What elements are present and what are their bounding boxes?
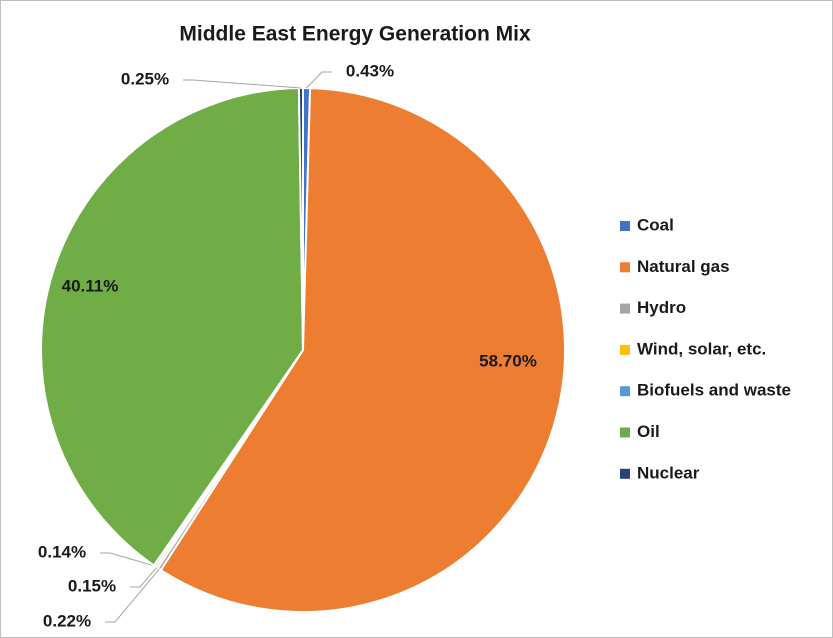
leader-line — [130, 567, 158, 588]
pie-slice — [159, 87, 566, 613]
legend-swatch — [620, 262, 630, 273]
legend-swatch — [620, 221, 630, 231]
legend-label: Nuclear — [637, 463, 700, 482]
legend-swatch — [620, 427, 630, 438]
legend-swatch — [620, 303, 630, 314]
data-label: 40.11% — [62, 276, 119, 295]
legend-swatch — [620, 344, 630, 355]
leader-line — [105, 568, 160, 623]
data-label: 0.15% — [68, 576, 116, 595]
legend-swatch — [620, 386, 630, 397]
legend-label: Oil — [637, 422, 660, 441]
data-label: 58.70% — [479, 351, 537, 370]
legend-swatch — [620, 468, 630, 479]
leader-line — [306, 71, 332, 89]
legend-label: Biofuels and waste — [637, 381, 791, 400]
legend-label: Coal — [637, 215, 674, 234]
legend-label: Natural gas — [637, 257, 730, 276]
chart-title: Middle East Energy Generation Mix — [179, 23, 531, 46]
legend-label: Hydro — [637, 298, 686, 317]
leader-line — [183, 79, 301, 89]
leader-line — [100, 552, 155, 567]
legend-label: Wind, solar, etc. — [637, 339, 766, 358]
data-label: 0.25% — [121, 69, 169, 88]
pie-slice — [40, 87, 305, 567]
data-label: 0.43% — [346, 61, 394, 80]
data-label: 0.14% — [38, 542, 86, 561]
data-label: 0.22% — [43, 611, 91, 630]
